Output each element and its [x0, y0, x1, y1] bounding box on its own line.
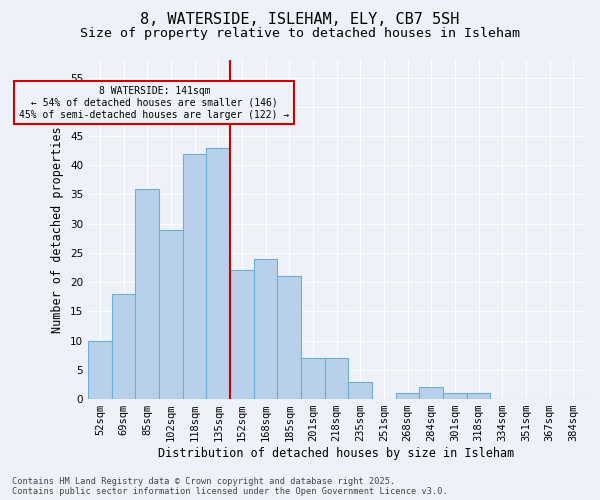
Text: 8 WATERSIDE: 141sqm
← 54% of detached houses are smaller (146)
45% of semi-detac: 8 WATERSIDE: 141sqm ← 54% of detached ho…	[19, 86, 290, 120]
Bar	[301, 358, 325, 399]
Text: Contains HM Land Registry data © Crown copyright and database right 2025.
Contai: Contains HM Land Registry data © Crown c…	[12, 476, 448, 496]
Text: Size of property relative to detached houses in Isleham: Size of property relative to detached ho…	[80, 28, 520, 40]
Bar	[112, 294, 136, 399]
Bar	[443, 393, 467, 399]
Bar	[419, 388, 443, 399]
Bar	[277, 276, 301, 399]
Bar	[206, 148, 230, 399]
X-axis label: Distribution of detached houses by size in Isleham: Distribution of detached houses by size …	[158, 447, 515, 460]
Bar	[136, 188, 159, 399]
Y-axis label: Number of detached properties: Number of detached properties	[52, 126, 64, 333]
Bar	[159, 230, 183, 399]
Bar	[88, 340, 112, 399]
Bar	[254, 259, 277, 399]
Bar	[183, 154, 206, 399]
Bar	[349, 382, 372, 399]
Text: 8, WATERSIDE, ISLEHAM, ELY, CB7 5SH: 8, WATERSIDE, ISLEHAM, ELY, CB7 5SH	[140, 12, 460, 28]
Bar	[467, 393, 490, 399]
Bar	[396, 393, 419, 399]
Bar	[230, 270, 254, 399]
Bar	[325, 358, 349, 399]
